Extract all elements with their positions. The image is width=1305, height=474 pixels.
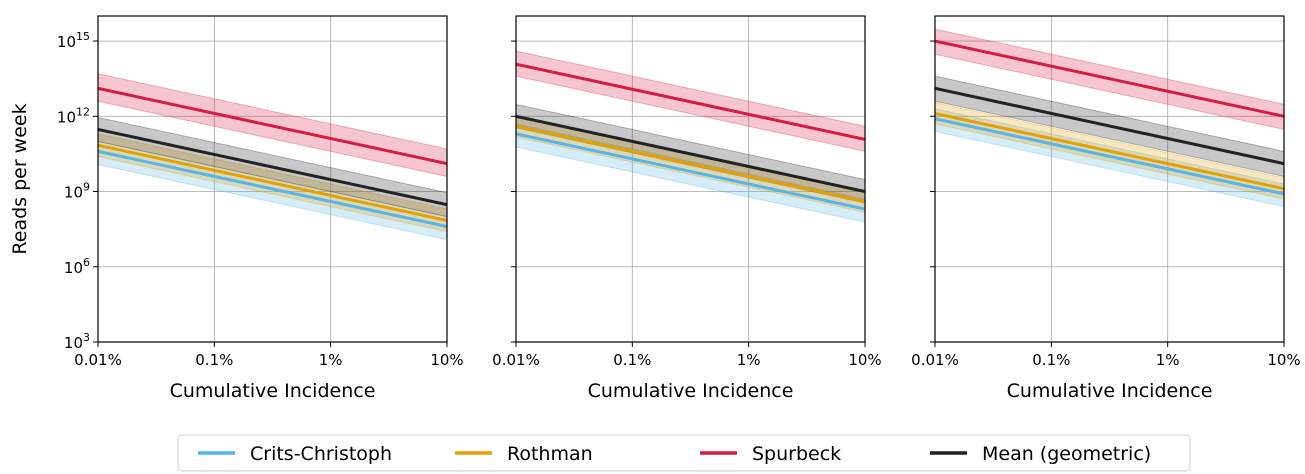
series-line-spurbeck — [516, 62, 865, 141]
y-tick-label: 106 — [64, 256, 90, 277]
series-line-mean-geometric- — [98, 127, 447, 207]
legend: Crits-Christoph Rothman Spurbeck Mean (geom… — [177, 434, 1191, 472]
series-line-spurbeck — [98, 86, 447, 166]
chart-panel-2: 0.01% 0.1% 1% 10% Cumulative Incidence — [492, 15, 882, 402]
y-tick-label: 103 — [64, 331, 90, 352]
series-line-crits-christoph — [98, 149, 447, 229]
series-line-spurbeck — [935, 39, 1284, 118]
x-tick-label: 0.01% — [492, 351, 540, 369]
legend-label-rothman: Rothman — [507, 443, 593, 465]
chart-panel-3: 0.01% 0.1% 1% 10% Cumulative Incidence — [911, 15, 1301, 402]
y-axis-label: Reads per week — [9, 103, 31, 254]
y-tick-label: 109 — [64, 181, 90, 202]
axes-frame — [934, 15, 1285, 343]
series-line-mean-geometric- — [516, 114, 865, 194]
x-axis-label: Cumulative Incidence — [588, 380, 794, 402]
x-tick-label: 1% — [1156, 351, 1180, 369]
x-tick-label: 0.01% — [74, 351, 122, 369]
chart-panel-1: 0.01% 0.1% 1% 10% 103 106 109 1012 1015 Cumulativ… — [9, 15, 464, 402]
legend-label-spurbeck: Spurbeck — [752, 443, 841, 465]
x-tick-label: 10% — [430, 351, 463, 369]
y-tick-label: 1012 — [57, 105, 90, 126]
legend-label-crits-christoph: Crits-Christoph — [250, 443, 392, 465]
axes-frame — [515, 15, 866, 343]
x-tick-label: 0.01% — [911, 351, 959, 369]
series-line-mean-geometric- — [935, 86, 1284, 166]
x-axis-label: Cumulative Incidence — [170, 380, 376, 402]
band-crits-christoph — [516, 123, 865, 223]
series-layer — [98, 73, 447, 241]
series-line-rothman — [935, 111, 1284, 191]
chart-panels: 0.01% 0.1% 1% 10% 103 106 109 1012 1015 Cumulativ… — [9, 15, 1301, 402]
axes-frame — [97, 15, 448, 343]
y-tick-label: 1015 — [57, 30, 90, 51]
series-line-rothman — [98, 143, 447, 222]
series-line-crits-christoph — [516, 132, 865, 211]
legend-label-mean-geometric: Mean (geometric) — [982, 443, 1151, 465]
x-tick-label: 0.1% — [1032, 351, 1070, 369]
x-tick-label: 1% — [737, 351, 761, 369]
x-tick-label: 1% — [319, 351, 343, 369]
series-line-crits-christoph — [935, 117, 1284, 196]
x-tick-label: 10% — [848, 351, 881, 369]
series-layer — [516, 50, 865, 223]
x-tick-label: 10% — [1267, 351, 1300, 369]
legend-box — [177, 434, 1191, 472]
series-line-rothman — [516, 124, 865, 203]
series-layer — [935, 28, 1284, 208]
x-tick-label: 0.1% — [195, 351, 233, 369]
band-crits-christoph — [98, 140, 447, 241]
x-axis-label: Cumulative Incidence — [1007, 380, 1213, 402]
x-tick-label: 0.1% — [613, 351, 651, 369]
